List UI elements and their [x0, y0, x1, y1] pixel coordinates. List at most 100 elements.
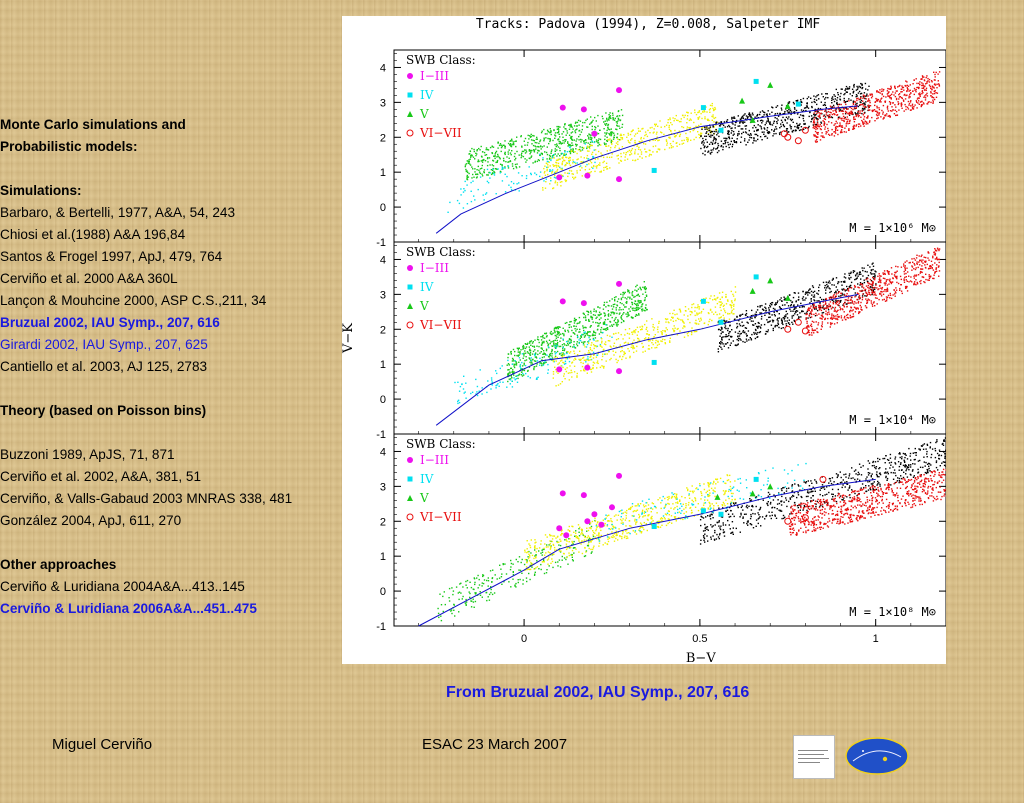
x-tick-label: 1 [873, 633, 879, 645]
swb-VI-VII-point [801, 514, 809, 522]
reference-item: Cerviño & Luridiana 2004A&A...413..145 [0, 579, 245, 594]
y-tick-label: -1 [376, 429, 386, 441]
swb-VI-VII-point [801, 327, 809, 335]
swb-VI-VII-point [801, 126, 809, 134]
swb-V-point [784, 102, 791, 109]
track-line [418, 478, 876, 627]
swb-IV-point [700, 105, 706, 111]
swb-VI-VII-point [819, 475, 827, 483]
legend-marker [406, 129, 414, 137]
swb-I-III-point [580, 300, 587, 307]
legend-label: VI−VII [419, 510, 462, 524]
cloud-green [437, 519, 596, 622]
footer-event: ESAC 23 March 2007 [422, 736, 568, 753]
y-tick-label: 3 [380, 289, 386, 301]
footer-author: Miguel Cerviño [52, 736, 153, 753]
legend-marker [407, 284, 413, 290]
cloud-red [805, 247, 941, 336]
cloud-red [812, 71, 941, 143]
reference-item: González 2004, ApJ, 611, 270 [0, 513, 182, 528]
legend-marker [407, 111, 413, 117]
observatory-logo [845, 737, 909, 775]
swb-VI-VII-point [784, 517, 792, 525]
cloud-yellow [524, 474, 736, 571]
legend-marker [407, 495, 413, 501]
swb-I-III-point [608, 504, 615, 511]
theory-title: Theory (based on Poisson bins) [0, 403, 207, 418]
swb-I-III-point [556, 525, 563, 532]
reference-link-bruzual[interactable]: Bruzual 2002, IAU Symp., 207, 616 [0, 315, 220, 330]
color-color-figure: Tracks: Padova (1994), Z=0.008, Salpeter… [342, 16, 946, 664]
legend-label: V [419, 491, 429, 505]
reference-link-cervino-2006[interactable]: Cerviño & Luridiana 2006A&A...451..475 [0, 601, 257, 616]
swb-VI-VII-point [784, 325, 792, 333]
reference-item: Cerviño, & Valls-Gabaud 2003 MNRAS 338, … [0, 491, 293, 506]
swb-I-III-point [580, 492, 587, 499]
reference-list: Monte Carlo simulations and Probabilisti… [0, 114, 340, 620]
panel-frame [393, 49, 946, 243]
legend-marker [407, 73, 413, 79]
swb-I-III-point [616, 87, 623, 94]
panel-3: -1 0 1 2 3 4 SWB Class: I−III IV V VI−VII M = 1×10⁸… [376, 433, 946, 633]
track-line [435, 105, 859, 234]
swb-I-III-point [563, 532, 570, 539]
swb-V-point [767, 483, 774, 490]
swb-I-III-point [580, 106, 587, 113]
cloud-green [506, 281, 648, 383]
legend-marker [407, 303, 413, 309]
legend-marker [407, 476, 413, 482]
swb-I-III-point [591, 511, 598, 518]
reference-item: Cantiello et al. 2003, AJ 125, 2783 [0, 359, 208, 374]
swb-I-III-point [616, 280, 623, 287]
institution-logo [793, 735, 835, 779]
y-tick-label: 1 [380, 359, 386, 371]
other-title: Other approaches [0, 557, 117, 572]
swb-V-point [784, 294, 791, 301]
y-tick-label: 3 [380, 481, 386, 493]
panel-2: -1 0 1 2 3 4 SWB Class: I−III IV V VI−VII M = 1×10⁴… [376, 241, 946, 441]
y-axis-label: V−K [342, 323, 356, 354]
cloud-red [788, 468, 946, 536]
swb-V-point [714, 493, 721, 500]
reference-item: Barbaro, & Bertelli, 1977, A&A, 54, 243 [0, 205, 236, 220]
refs-heading-line2: Probabilistic models: [0, 139, 138, 154]
chart-title: Tracks: Padova (1994), Z=0.008, Salpeter… [476, 17, 821, 32]
swb-V-point [739, 97, 746, 104]
swb-IV-point [753, 476, 759, 482]
reference-item: Buzzoni 1989, ApJS, 71, 871 [0, 447, 175, 462]
swb-V-point [749, 287, 756, 294]
simulations-title: Simulations: [0, 183, 82, 198]
swb-IV-point [651, 167, 657, 173]
legend-title: SWB Class: [406, 53, 476, 67]
legend-label: VI−VII [419, 318, 462, 332]
swb-IV-point [718, 511, 724, 517]
swb-I-III-point [559, 298, 566, 305]
swb-I-III-point [556, 174, 563, 181]
swb-I-III-point [598, 521, 605, 528]
x-tick-label: 0.5 [692, 633, 707, 645]
y-tick-label: 0 [380, 202, 386, 214]
y-tick-label: -1 [376, 237, 386, 249]
reference-link-girardi[interactable]: Girardi 2002, IAU Symp., 207, 625 [0, 337, 208, 352]
swb-I-III-point [559, 104, 566, 111]
legend-title: SWB Class: [406, 245, 476, 259]
legend-label: IV [420, 280, 434, 294]
swb-IV-point [651, 524, 657, 530]
swb-VI-VII-point [794, 137, 802, 145]
legend-marker [407, 457, 413, 463]
mass-label: M = 1×10⁸ M⊙ [849, 605, 936, 619]
y-tick-label: 3 [380, 97, 386, 109]
reference-item: Chiosi et al.(1988) A&A 196,84 [0, 227, 186, 242]
swb-VI-VII-point [780, 130, 788, 138]
legend-label: IV [420, 88, 434, 102]
legend-label: V [419, 299, 429, 313]
y-tick-label: 0 [380, 586, 386, 598]
figure-caption[interactable]: From Bruzual 2002, IAU Symp., 207, 616 [446, 684, 750, 701]
y-tick-label: 2 [380, 132, 386, 144]
reference-item: Cerviño et al. 2000 A&A 360L [0, 271, 178, 286]
swb-IV-point [753, 78, 759, 84]
legend-title: SWB Class: [406, 437, 476, 451]
swb-I-III-point [584, 518, 591, 525]
swb-I-III-point [616, 472, 623, 479]
y-tick-label: 1 [380, 167, 386, 179]
